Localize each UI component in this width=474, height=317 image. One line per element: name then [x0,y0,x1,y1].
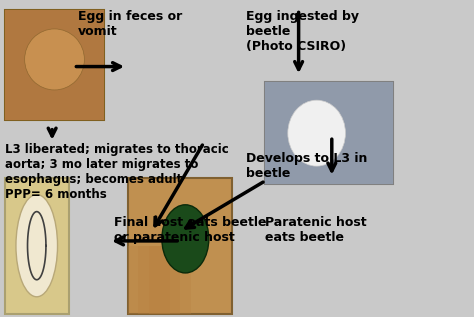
Bar [5,10,104,120]
Bar [5,178,69,314]
Ellipse shape [162,205,209,273]
Ellipse shape [288,100,346,166]
Text: Egg ingested by
beetle
(Photo CSIRO): Egg ingested by beetle (Photo CSIRO) [246,10,359,53]
Text: Paratenic host
eats beetle: Paratenic host eats beetle [265,216,367,243]
Ellipse shape [25,29,84,90]
Ellipse shape [16,195,57,297]
Bar [265,82,393,184]
Bar [5,10,104,120]
Bar [128,178,232,314]
Bar [265,82,393,184]
Bar [128,246,170,314]
Bar [138,246,180,314]
Text: Develops to L3 in
beetle: Develops to L3 in beetle [246,152,368,180]
Text: Egg in feces or
vomit: Egg in feces or vomit [78,10,182,37]
Bar [149,246,191,314]
Text: Final host eats beetle
or paratenic host: Final host eats beetle or paratenic host [114,216,266,243]
Text: L3 liberated; migrates to thoracic
aorta; 3 mo later migrates to
esophagus; beco: L3 liberated; migrates to thoracic aorta… [5,143,228,201]
